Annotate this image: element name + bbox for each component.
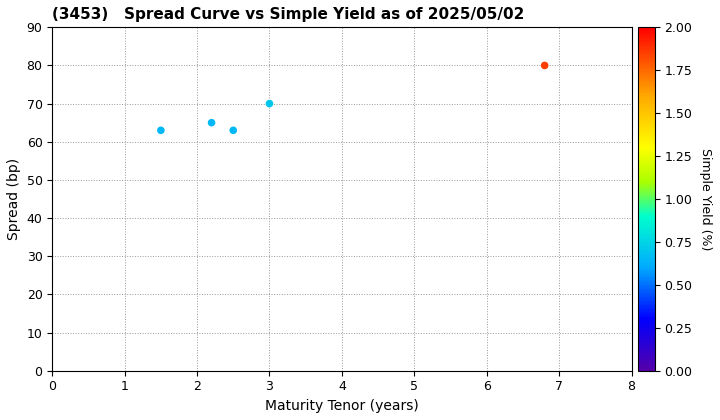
Point <box>206 119 217 126</box>
Point <box>539 62 550 69</box>
Text: (3453)   Spread Curve vs Simple Yield as of 2025/05/02: (3453) Spread Curve vs Simple Yield as o… <box>53 7 525 22</box>
Point <box>264 100 275 107</box>
X-axis label: Maturity Tenor (years): Maturity Tenor (years) <box>265 399 419 413</box>
Point <box>155 127 166 134</box>
Point <box>228 127 239 134</box>
Y-axis label: Spread (bp): Spread (bp) <box>7 158 21 240</box>
Y-axis label: Simple Yield (%): Simple Yield (%) <box>699 148 712 250</box>
